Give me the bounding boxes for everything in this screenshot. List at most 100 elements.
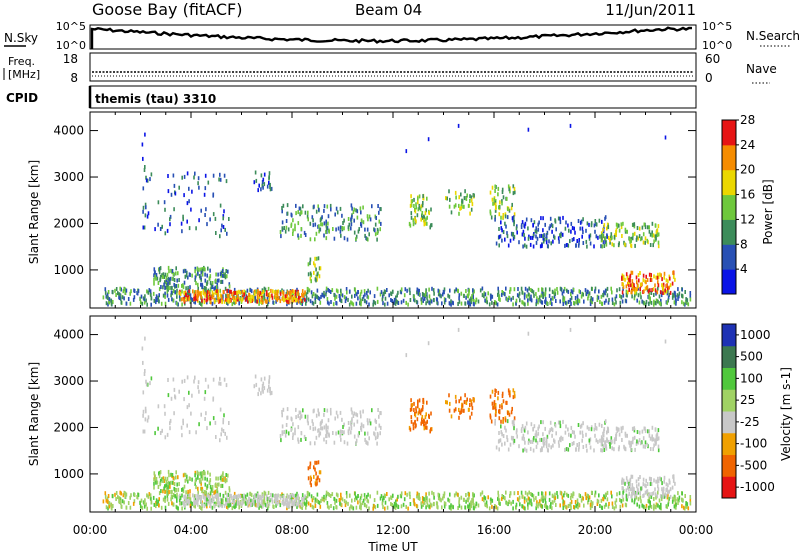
velocity-cell xyxy=(345,491,348,495)
velocity-cell xyxy=(645,489,648,494)
velocity-cell xyxy=(499,404,501,409)
velocity-cell xyxy=(550,502,552,507)
power-cell xyxy=(422,196,424,201)
velocity-cell xyxy=(248,496,250,501)
power-cell xyxy=(515,298,518,303)
power-cell xyxy=(266,295,269,300)
power-cell xyxy=(586,289,589,294)
power-cell xyxy=(553,234,555,239)
power-cell xyxy=(249,288,252,293)
power-cell xyxy=(154,227,156,232)
power-cell xyxy=(341,226,343,230)
power-cell xyxy=(552,296,554,301)
power-cell xyxy=(319,218,322,223)
velocity-cell xyxy=(646,491,649,496)
velocity-cell xyxy=(599,438,601,443)
power-cell xyxy=(184,268,187,273)
velocity-cell xyxy=(279,503,282,508)
power-cell xyxy=(359,294,361,299)
power-cell xyxy=(172,289,175,293)
velocity-cell xyxy=(458,500,460,505)
power-cell xyxy=(542,234,544,239)
power-cell xyxy=(159,227,162,231)
velocity-cell xyxy=(527,440,530,445)
velocity-cell xyxy=(356,413,359,418)
velocity-cell xyxy=(268,501,271,506)
power-cell xyxy=(238,289,240,294)
power-cell xyxy=(191,273,193,278)
power-cell xyxy=(226,274,228,279)
velocity-cell xyxy=(648,496,650,501)
power-cell xyxy=(437,288,440,293)
power-cell xyxy=(228,217,230,221)
power-cell xyxy=(264,287,267,292)
velocity-cell xyxy=(158,503,160,508)
velocity-cell xyxy=(507,502,509,507)
nsearch-label: N.Search xyxy=(746,29,800,43)
velocity-cell xyxy=(360,427,363,432)
velocity-cell xyxy=(260,501,263,506)
power-cell xyxy=(655,236,657,241)
power-cell xyxy=(318,274,321,279)
velocity-cell xyxy=(529,446,532,451)
velocity-cell xyxy=(666,504,668,509)
velocity-cell xyxy=(208,494,210,499)
velocity-cell xyxy=(379,496,382,501)
power-cell xyxy=(469,211,471,216)
power-cell xyxy=(255,289,258,294)
velocity-cell xyxy=(249,492,252,497)
velocity-cell xyxy=(567,447,570,452)
power-cell xyxy=(211,281,214,285)
velocity-cell xyxy=(320,426,322,431)
velocity-cell xyxy=(110,506,113,511)
velocity-cell xyxy=(144,336,146,341)
power-cell xyxy=(193,294,195,299)
power-cell xyxy=(455,195,457,200)
velocity-cell xyxy=(527,331,530,336)
power-cell xyxy=(551,289,554,294)
power-cell xyxy=(584,288,587,293)
velocity-cell xyxy=(441,496,444,501)
power-cell xyxy=(261,183,264,188)
velocity-cell xyxy=(594,423,597,427)
velocity-cell xyxy=(656,437,659,442)
power-cell xyxy=(286,293,289,298)
velocity-cell xyxy=(350,407,353,412)
power-cell xyxy=(178,185,180,190)
power-cell xyxy=(430,223,432,228)
power-cell xyxy=(221,300,223,305)
velocity-cell xyxy=(355,441,357,446)
velocity-cell xyxy=(606,426,609,431)
power-cell xyxy=(640,282,642,287)
velocity-cell xyxy=(415,503,418,508)
power-cell xyxy=(548,226,551,231)
velocity-cell xyxy=(523,437,525,442)
power-cell xyxy=(201,285,204,290)
velocity-cell xyxy=(360,503,362,508)
power-cell xyxy=(604,236,607,241)
power-cell xyxy=(421,203,424,208)
velocity-cell xyxy=(574,500,577,504)
power-cell xyxy=(108,297,111,302)
power-cell xyxy=(310,279,312,284)
velocity-cell xyxy=(301,503,304,508)
power-cell xyxy=(412,222,415,227)
power-cell xyxy=(347,297,349,302)
power-cell xyxy=(567,223,569,228)
velocity-cell xyxy=(296,491,298,496)
velocity-cell xyxy=(423,500,426,505)
power-cell xyxy=(543,237,546,242)
power-cell xyxy=(364,227,366,232)
velocity-cell xyxy=(276,494,278,499)
velocity-cell xyxy=(498,438,501,443)
power-cell xyxy=(170,293,172,298)
power-cell xyxy=(217,289,219,294)
velocity-cell xyxy=(195,430,197,435)
velocity-cell xyxy=(159,478,162,483)
velocity-cell xyxy=(577,501,579,506)
velocity-cell xyxy=(159,431,162,435)
velocity-cell xyxy=(672,474,674,479)
power-cell xyxy=(418,205,421,210)
power-cell xyxy=(513,219,515,224)
velocity-cell xyxy=(390,502,392,506)
